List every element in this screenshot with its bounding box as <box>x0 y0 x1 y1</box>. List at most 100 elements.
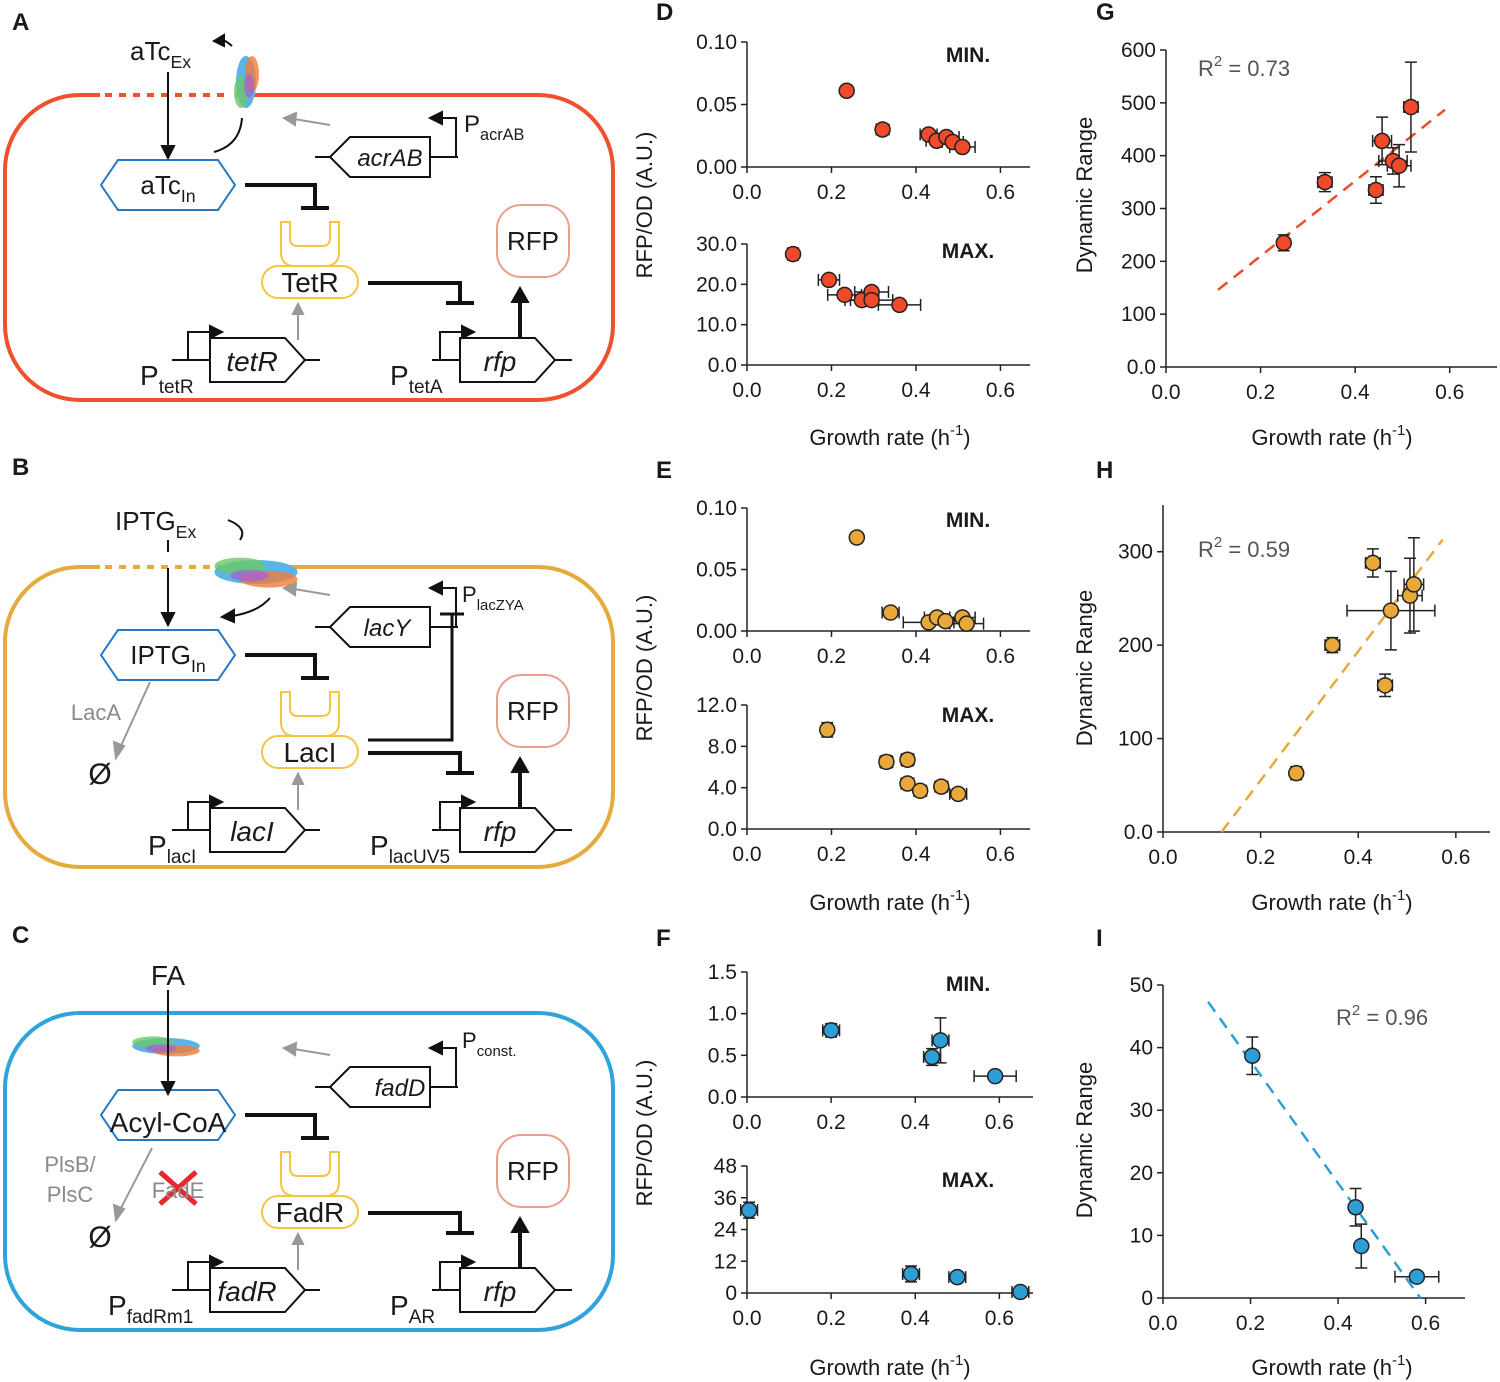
diagram-label-text: Ø <box>88 758 111 791</box>
x-axis-label: Growth rate (h-1) <box>1251 887 1412 915</box>
point <box>1287 764 1305 782</box>
diagram-label-text: fadD <box>375 1075 426 1102</box>
r-squared-text: R <box>1336 1005 1352 1030</box>
annotation: MIN. <box>946 973 990 996</box>
diagram-label: FA <box>151 960 186 991</box>
y-tick-label: 200 <box>1121 250 1156 273</box>
y-axis-label: RFP/OD (A.U.) <box>632 595 657 742</box>
point <box>902 1265 920 1283</box>
y-tick-label: 0.5 <box>708 1044 737 1067</box>
y-tick-label: 0.00 <box>696 620 737 643</box>
point <box>949 785 967 803</box>
x-tick-label: 0.0 <box>1148 1312 1177 1335</box>
diagram-label: FadR <box>276 1197 344 1228</box>
diagram-label-text: Acyl-CoA <box>110 1107 227 1138</box>
panel-label: D <box>656 0 673 26</box>
y-tick-label: 0.10 <box>696 31 737 54</box>
diagram-label: PtetA <box>390 360 443 398</box>
r-squared-sup: 2 <box>1352 1002 1360 1019</box>
point <box>878 753 895 771</box>
y-tick-label: 48 <box>714 1155 737 1178</box>
panel-label: A <box>12 9 29 36</box>
x-axis-label-text: Growth rate (h <box>809 890 950 915</box>
y-tick-label: 40 <box>1130 1037 1153 1060</box>
diagram-label-text: P <box>390 360 409 391</box>
annotation: MAX. <box>942 704 995 727</box>
diagram-label-text: P <box>462 1028 477 1053</box>
diagram-label-sub: Ex <box>176 522 197 542</box>
x-tick-label: 0.4 <box>901 181 931 204</box>
x-axis-label-text: Growth rate (h <box>809 425 950 450</box>
diagram-label-text: TetR <box>281 267 339 298</box>
x-tick-label: 0.2 <box>1236 1312 1265 1335</box>
diagram-label-sub: tetA <box>409 377 443 398</box>
x-axis-label-text: Growth rate (h <box>809 1355 950 1380</box>
diagram-label: RFP <box>507 226 559 256</box>
x-tick-label: 0.0 <box>732 379 761 402</box>
point <box>882 604 899 621</box>
circuit-b <box>99 580 574 854</box>
diagram-label: Ø <box>88 1221 111 1254</box>
diagram-label-sub: acrAB <box>480 126 525 144</box>
cell-c <box>3 1011 615 1332</box>
x-tick-label: 0.2 <box>817 1307 846 1330</box>
x-axis-label: Growth rate (h-1) <box>809 887 970 915</box>
y-tick-label: 400 <box>1121 145 1156 168</box>
diagram-label-text: LacA <box>71 700 121 725</box>
diagram-label-text: LacI <box>284 737 337 768</box>
diagram-label-text: IPTG <box>115 506 176 536</box>
y-tick-label: 0.00 <box>696 156 737 179</box>
point <box>848 529 866 546</box>
point <box>1402 98 1420 116</box>
point <box>1347 1198 1364 1216</box>
diagram-label: IPTGEx <box>115 506 196 542</box>
diagram-label: PAR <box>390 1290 435 1328</box>
diagram-label-text: aTc <box>140 170 180 200</box>
y-tick-label: 500 <box>1121 92 1156 115</box>
x-tick-label: 0.6 <box>986 379 1015 402</box>
diagram-label-text: lacY <box>364 615 413 642</box>
y-tick-label: 8.0 <box>708 735 737 758</box>
panel-label: B <box>12 454 29 481</box>
point <box>819 721 836 739</box>
x-tick-label: 0.2 <box>817 181 846 204</box>
y-tick-label: 10 <box>1130 1224 1153 1247</box>
diagram-label: PtetR <box>140 360 194 398</box>
point <box>874 121 891 138</box>
point <box>1244 1047 1261 1064</box>
point <box>932 1032 949 1049</box>
diagram-label-sub: Ex <box>170 52 191 72</box>
diagram-label-text: P <box>370 830 389 861</box>
x-axis-label-tail: ) <box>1405 425 1412 450</box>
diagram-label: rfp <box>484 1276 517 1307</box>
x-tick-label: 0.4 <box>901 645 931 668</box>
diagram-label-text: PlsB/ <box>44 1152 96 1177</box>
y-axis-label: RFP/OD (A.U.) <box>632 132 657 279</box>
diagram-label: PlacI <box>148 830 196 868</box>
x-axis-label-sup: -1 <box>950 422 963 439</box>
x-axis-label-sup: -1 <box>1392 1352 1405 1369</box>
diagram-label: fadR <box>217 1276 276 1307</box>
y-tick-label: 12 <box>714 1250 737 1273</box>
r-squared-text: R <box>1198 56 1214 81</box>
y-tick-label: 0 <box>1141 1287 1153 1310</box>
diagram-label-sub: AR <box>409 1307 435 1328</box>
y-tick-label: 0.05 <box>696 559 737 582</box>
y-tick-label: 0.05 <box>696 94 737 117</box>
x-axis-label-tail: ) <box>963 890 970 915</box>
point <box>740 1201 758 1219</box>
y-tick-label: 100 <box>1118 728 1153 751</box>
diagram-label: tetR <box>226 346 277 377</box>
r-squared: R2 = 0.59 <box>1198 534 1290 562</box>
x-tick-label: 0.6 <box>1411 1312 1440 1335</box>
diagram-label-text: P <box>390 1290 409 1321</box>
y-tick-label: 20.0 <box>696 273 737 296</box>
diagram-label: acrAB <box>357 145 422 172</box>
diagram-label: LacI <box>284 737 337 768</box>
x-axis-label-text: Growth rate (h <box>1251 1355 1392 1380</box>
point <box>958 615 975 632</box>
diagram-label: lacY <box>364 615 413 642</box>
x-tick-label: 0.4 <box>901 843 931 866</box>
point <box>937 612 954 630</box>
